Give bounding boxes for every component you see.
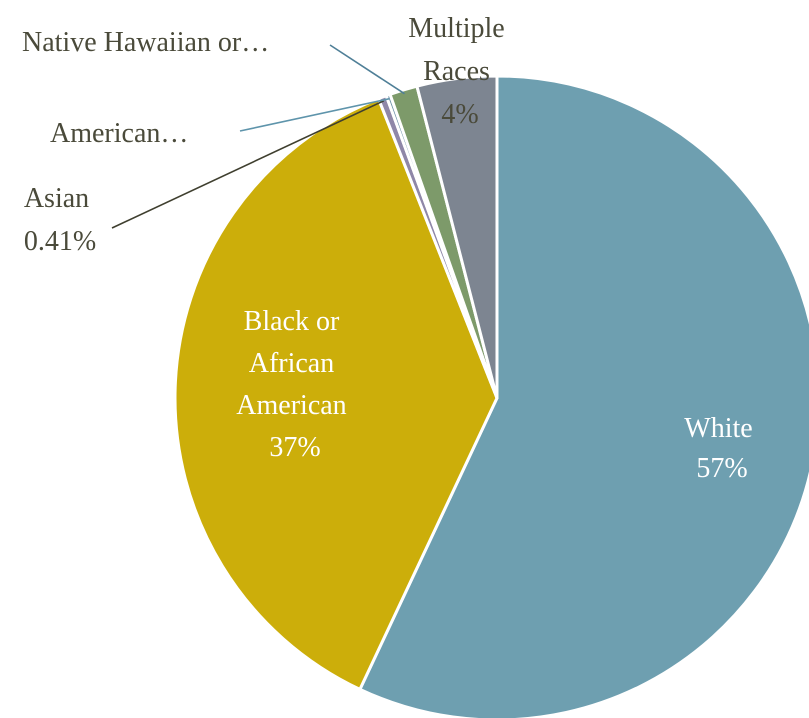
- label-white-name: White: [684, 413, 752, 444]
- label-black-line2: African: [249, 348, 335, 379]
- label-multiple-line1: Multiple: [408, 13, 504, 44]
- leader-line-native-hawaiian: [329, 44, 405, 95]
- label-native-hawaiian-name: Native Hawaiian or…: [22, 27, 269, 58]
- label-white: White 57%: [684, 413, 759, 484]
- pie-slice-multiple-races: [415, 74, 499, 400]
- label-black-line3: American: [236, 390, 346, 421]
- label-multiple-pct: 4%: [441, 99, 478, 130]
- label-multiple-line2: Races: [423, 56, 490, 87]
- label-black-african-american: Black or African American 37%: [236, 306, 353, 463]
- label-white-pct: 57%: [696, 453, 747, 484]
- pie-slice-white: [358, 74, 809, 718]
- pie-slice-black-or-african-american: [173, 97, 499, 691]
- label-asian: Asian 0.41%: [24, 183, 96, 257]
- label-asian-pct: 0.41%: [24, 226, 96, 257]
- label-native-hawaiian: Native Hawaiian or…: [22, 27, 269, 58]
- label-black-line1: Black or: [244, 306, 340, 337]
- label-asian-name: Asian: [24, 183, 89, 214]
- label-multiple-races: Multiple Races 4%: [408, 13, 511, 130]
- leader-line-asian: [111, 100, 385, 229]
- label-american: American…: [50, 118, 188, 149]
- label-black-pct: 37%: [269, 432, 320, 463]
- label-american-name: American…: [50, 118, 188, 149]
- leader-line-american: [239, 97, 390, 132]
